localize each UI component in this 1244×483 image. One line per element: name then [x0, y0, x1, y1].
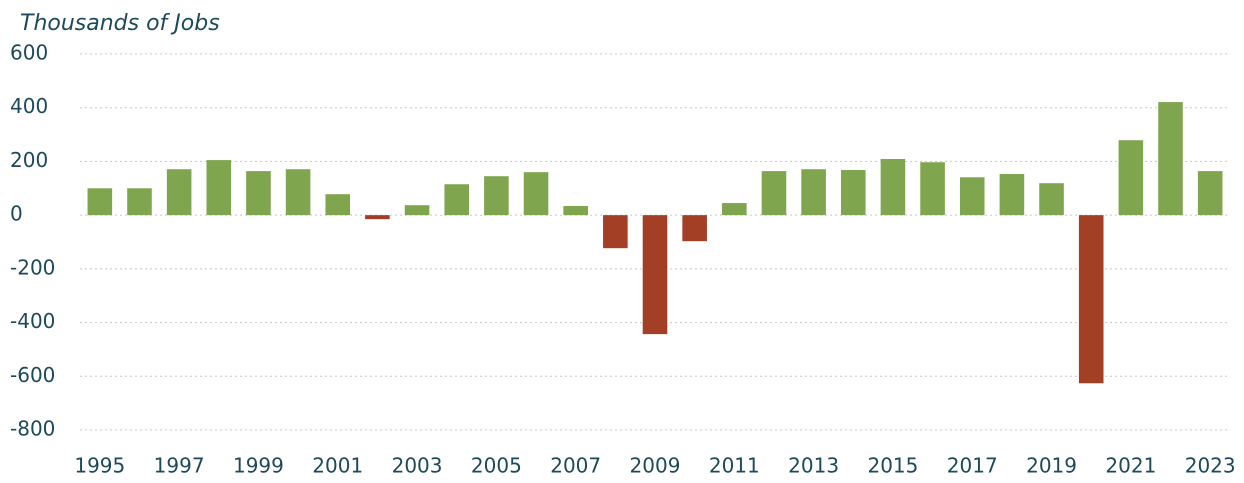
- y-tick-label: -200: [10, 255, 55, 279]
- bar: [563, 206, 588, 216]
- y-tick-label: -400: [10, 309, 55, 333]
- bar: [1039, 183, 1064, 216]
- x-tick-label: 2013: [788, 454, 839, 478]
- y-tick-label: 200: [10, 148, 48, 172]
- bar: [285, 169, 311, 216]
- bar: [880, 159, 906, 216]
- x-tick-label: 2021: [1105, 454, 1156, 478]
- bar: [365, 215, 390, 220]
- x-tick-label: 2015: [867, 454, 918, 478]
- x-tick-label: 2007: [550, 454, 601, 478]
- bar: [325, 194, 351, 216]
- y-tick-label: 600: [10, 41, 48, 65]
- y-tick-label: -600: [10, 363, 55, 387]
- bar: [603, 215, 628, 249]
- bar: [682, 215, 707, 242]
- chart-title: Thousands of Jobs: [20, 11, 220, 36]
- x-tick-label: 2023: [1185, 454, 1236, 478]
- bar: [87, 188, 113, 216]
- bar: [761, 171, 787, 216]
- bar: [722, 203, 747, 216]
- bar: [166, 169, 192, 216]
- y-tick-label: -800: [10, 417, 55, 441]
- x-tick-label: 1999: [233, 454, 284, 478]
- x-tick-label: 2005: [471, 454, 522, 478]
- bar: [920, 162, 945, 216]
- x-tick-label: 2001: [312, 454, 363, 478]
- bar: [959, 177, 985, 216]
- x-tick-label: 2017: [947, 454, 998, 478]
- bar: [523, 172, 549, 216]
- y-tick-label: 0: [10, 202, 23, 226]
- bar: [206, 160, 232, 216]
- bar: [801, 169, 826, 216]
- bar: [840, 170, 866, 216]
- bar: [1118, 140, 1144, 216]
- bar: [642, 215, 668, 335]
- bar: [246, 171, 271, 216]
- x-tick-label: 2011: [709, 454, 760, 478]
- y-tick-label: 400: [10, 94, 48, 118]
- bar: [999, 174, 1025, 216]
- x-tick-label: 2009: [630, 454, 681, 478]
- bar: [1078, 215, 1104, 384]
- bar: [404, 205, 430, 216]
- x-tick-label: 2019: [1026, 454, 1077, 478]
- bar: [127, 188, 152, 216]
- bar: [484, 176, 509, 216]
- x-tick-label: 2003: [392, 454, 443, 478]
- bar: [1158, 102, 1183, 216]
- bar: [444, 184, 470, 216]
- x-tick-label: 1995: [74, 454, 125, 478]
- x-tick-label: 1997: [154, 454, 205, 478]
- bar: [1197, 171, 1223, 216]
